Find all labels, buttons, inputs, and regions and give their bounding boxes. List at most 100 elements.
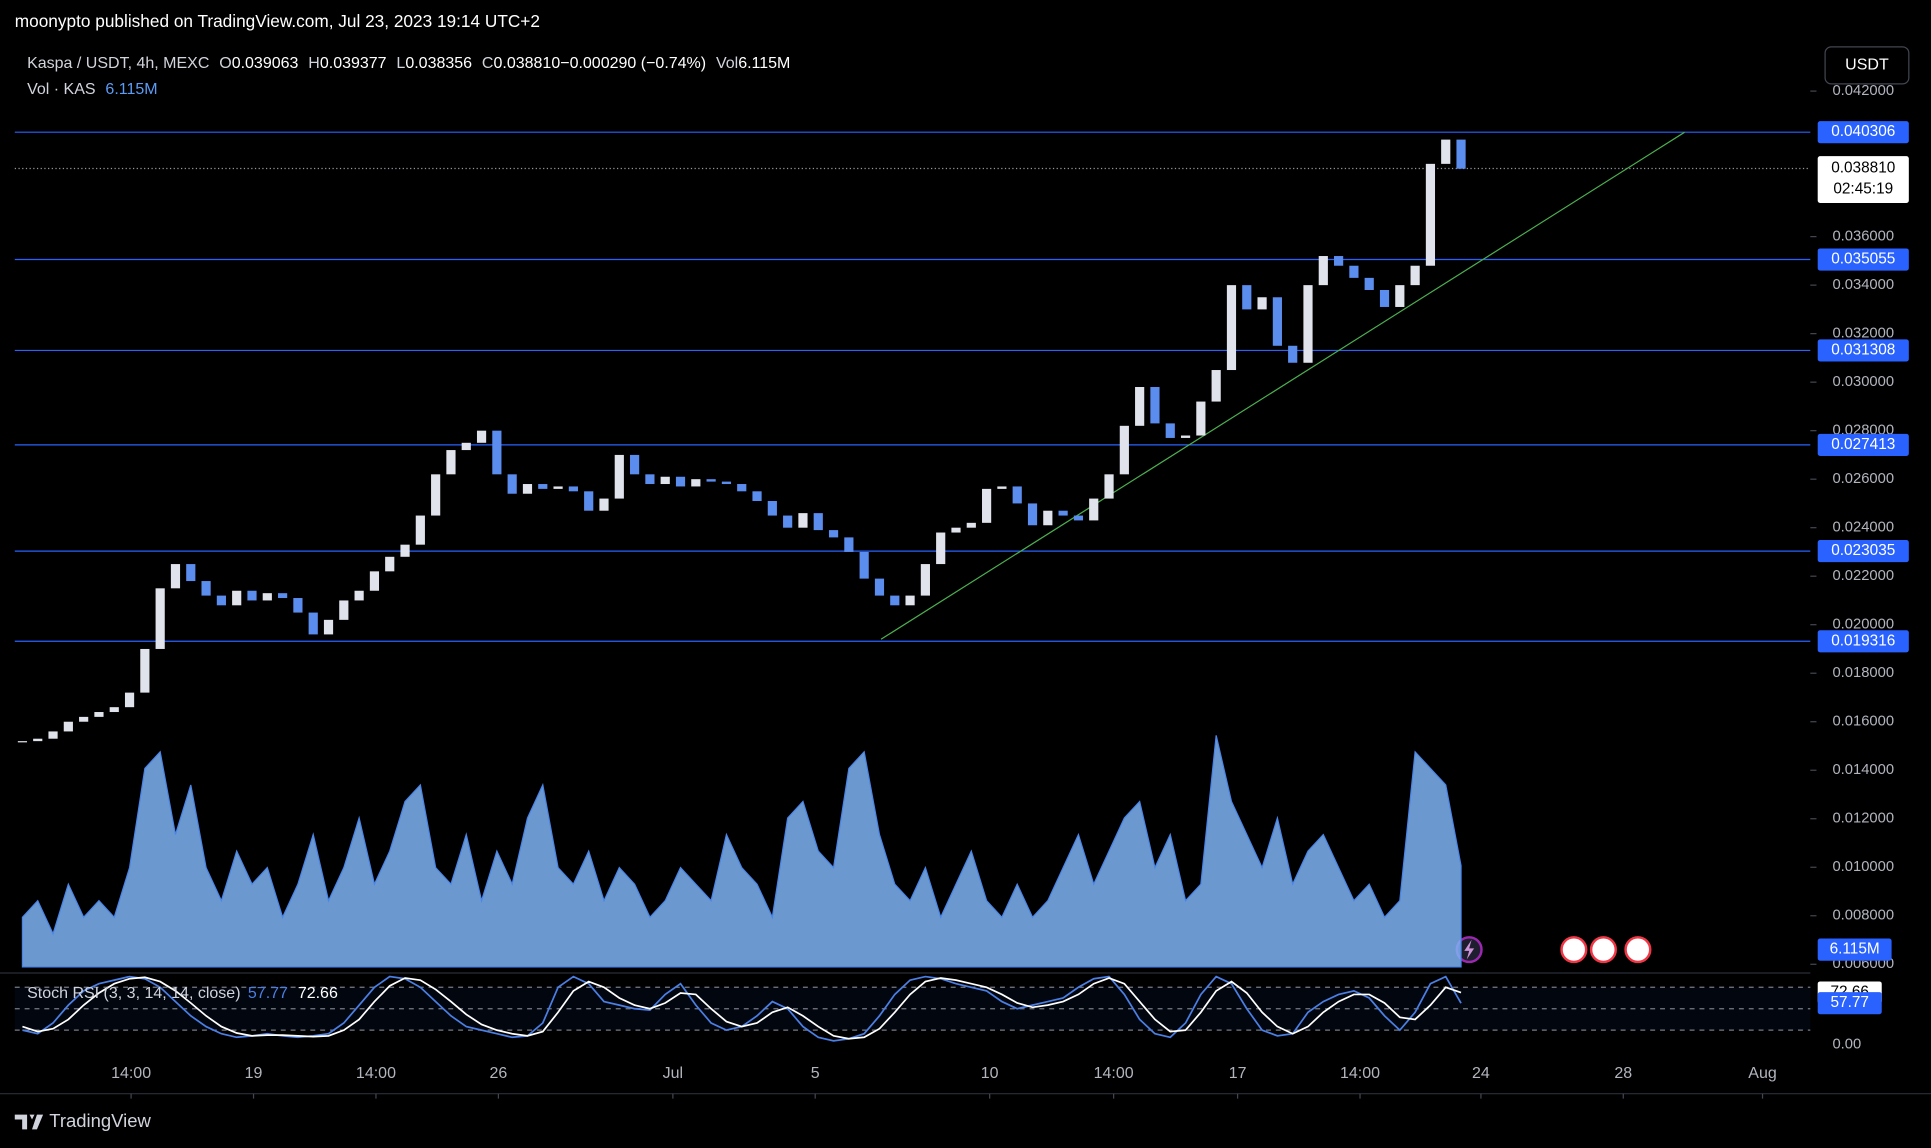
candle-body (1089, 498, 1099, 521)
stoch-tag-label: 57.77 (1830, 994, 1868, 1011)
legend: Kaspa / USDT, 4h, MEXC O0.039063 H0.039377… (27, 55, 790, 72)
x-tick-label: 19 (245, 1065, 263, 1082)
candle-body (109, 707, 119, 713)
candle-body (476, 430, 487, 443)
candle-body (798, 513, 808, 528)
candle-body (1043, 510, 1053, 526)
currency-button[interactable] (1824, 46, 1910, 85)
x-tick-label: 24 (1472, 1065, 1490, 1082)
level-tag-label: 0.027413 (1831, 436, 1895, 453)
level-tag (1817, 433, 1909, 456)
candle-body (660, 476, 670, 485)
volume-value: 6.115M (105, 81, 157, 98)
candle-body (982, 488, 992, 523)
candle-body (553, 486, 563, 489)
candle-body (507, 474, 517, 494)
y-tick-label: 0.008000 (1832, 908, 1894, 924)
candle-body (1456, 139, 1466, 169)
candle-body (247, 590, 257, 601)
candle-body (783, 515, 793, 528)
x-tick-label: 14:00 (1094, 1065, 1134, 1082)
candle-body (1150, 387, 1160, 424)
candle-body (828, 530, 839, 538)
candle-body (339, 600, 349, 620)
level-tag-label: 0.035055 (1831, 251, 1895, 268)
level-tag (1817, 339, 1909, 362)
candle-body (1196, 401, 1206, 436)
candle-body (538, 484, 548, 489)
ohlc-value: 6.115M (738, 55, 790, 72)
y-tick-label: 0.032000 (1832, 326, 1894, 342)
footer-brand: TradingView (49, 1110, 151, 1131)
candle-body (844, 537, 854, 552)
candle-body (1364, 277, 1374, 290)
candle-body (1379, 289, 1390, 307)
candle-body (1410, 265, 1420, 286)
y-tick-label: 0.014000 (1832, 762, 1894, 778)
stoch-d-line (22, 976, 1462, 1040)
candle-body (216, 595, 226, 606)
candle-body (920, 564, 930, 596)
y-tick-label: 0.042000 (1832, 83, 1894, 99)
candle-body (232, 590, 242, 606)
candle-body (859, 551, 869, 579)
footer-logo (14, 1114, 44, 1130)
candle-body (706, 479, 716, 482)
ohlc-label: L (396, 55, 405, 72)
candle-body (1242, 285, 1252, 310)
candle-body (813, 513, 823, 531)
level-tag (1817, 630, 1909, 653)
level-tag-label: 0.019316 (1831, 632, 1895, 649)
y-tick-label: 0.016000 (1832, 714, 1894, 730)
candle-body (140, 648, 150, 693)
volume-legend: Vol · KAS 6.115M (27, 81, 158, 98)
candle-body (997, 486, 1007, 489)
candle-body (1211, 370, 1221, 402)
candle-body (1226, 285, 1237, 371)
candle-body (415, 515, 425, 545)
level-tag (1817, 248, 1909, 271)
candle-body (1441, 139, 1451, 164)
candle-body (522, 484, 533, 494)
candle-body (905, 595, 915, 606)
x-tick-label: 5 (811, 1065, 820, 1082)
candle-body (721, 481, 732, 485)
volume-tag (1817, 938, 1892, 961)
candle-body (63, 721, 73, 732)
candle-body (1349, 265, 1359, 278)
candle-body (170, 564, 181, 589)
stoch-d-value: 72.66 (298, 985, 338, 1002)
x-tick-label: 10 (981, 1065, 999, 1082)
stoch-legend: Stoch RSI (3, 3, 14, 14, close) 57.77 72.6… (27, 985, 338, 1002)
candle-body (155, 588, 165, 649)
candle-body (1425, 163, 1436, 266)
x-tick-label: Aug (1748, 1065, 1776, 1082)
stoch-tag (1817, 992, 1882, 1015)
candle-body (1058, 510, 1068, 516)
candle-body (369, 571, 380, 591)
candle-body (599, 498, 609, 511)
volume-area (21, 735, 1462, 968)
stoch-title: Stoch RSI (3, 3, 14, 14, close) (27, 985, 240, 1002)
ohlc-label: H (308, 55, 320, 72)
candle-body (1119, 425, 1129, 475)
y-tick-label: 0.022000 (1832, 568, 1894, 584)
volume-tag-label: 6.115M (1830, 941, 1880, 958)
ohlc-value: 0.039063 (232, 55, 299, 72)
candle-body (675, 476, 686, 487)
y-tick-label: 0.020000 (1832, 617, 1894, 633)
candle-body (1135, 387, 1145, 426)
candle-body (767, 501, 777, 516)
y-tick-label: 0.018000 (1832, 665, 1894, 681)
candle-body (1395, 285, 1405, 307)
event-icons (1455, 936, 1652, 964)
candle-body (1165, 423, 1175, 438)
candle-body (385, 556, 395, 572)
ohlc-value: 0.039377 (320, 55, 387, 72)
countdown: 02:45:19 (1833, 180, 1893, 197)
candle-body (33, 738, 43, 742)
candle-body (186, 564, 196, 582)
